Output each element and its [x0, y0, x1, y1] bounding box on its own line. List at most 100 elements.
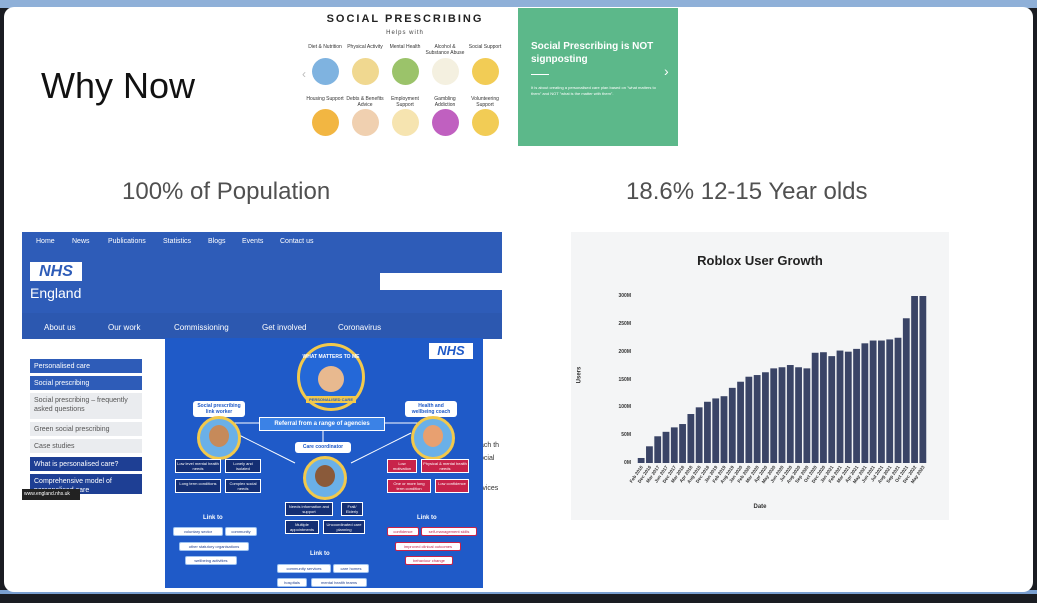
link-pill: other statutory organisations [179, 542, 249, 551]
nhs-top-nav-link[interactable]: Contact us [280, 238, 314, 245]
chart-bar [637, 457, 645, 463]
need-box: Low motivation [387, 459, 417, 473]
chart-bar [911, 296, 918, 463]
nhs-sidebar-link[interactable]: Personalised care [30, 359, 142, 373]
nhs-top-nav: Home News Publications Statistics Blogs Event… [22, 232, 502, 253]
y-tick-label: 250M [618, 320, 631, 327]
sp-item-label: Employment Support [391, 96, 419, 108]
nhs-top-nav-link[interactable]: Publications [108, 238, 146, 245]
sp-item: Gambling Addiction [424, 95, 466, 136]
sp-topic-icon [391, 109, 419, 136]
chart-bar [795, 367, 802, 463]
link-worker-header: Social prescribing link worker [193, 401, 245, 417]
need-box: Low level mental health needs [175, 459, 221, 473]
nhs-sidebar-link[interactable]: Case studies [30, 439, 142, 453]
link-to-label: Link to [203, 515, 223, 521]
nhs-sidebar-link[interactable]: Social prescribing – frequently asked qu… [30, 393, 142, 419]
slide-canvas: Why Now 100% of Population 18.6% 12-15 Y… [4, 7, 1033, 592]
y-tick-label: 50M [621, 432, 631, 439]
personalised-care-infographic: NHS WHAT MATTERS TO ME PERSONALISED CARE… [165, 338, 483, 588]
chart-bar [745, 376, 753, 463]
sp-title: SOCIAL PRESCRIBING [326, 13, 484, 25]
roblox-chart-card: Roblox User Growth Users Date 300M 250M 20… [571, 232, 949, 520]
sp-item: Volunteering Support [464, 95, 506, 136]
nhs-england-screenshot: Home News Publications Statistics Blogs Event… [22, 232, 502, 588]
nhs-top-nav-link[interactable]: Events [242, 238, 264, 245]
sp-topic-icon [351, 58, 379, 85]
link-pill: behaviour change [405, 556, 453, 565]
chart-bar [720, 396, 728, 463]
nhs-top-nav-link[interactable]: Home [36, 238, 55, 245]
need-box: Uncoordinated care planning [323, 520, 365, 534]
x-axis-label: Date [753, 504, 767, 510]
sp-topic-icon [431, 109, 459, 136]
referral-banner: Referral from a range of agencies [259, 417, 385, 431]
chart-bar [853, 348, 860, 463]
coordinator-face-icon [315, 465, 335, 487]
link-pill: improved clinical outcomes [395, 542, 461, 551]
need-box: Physical & mental health needs [421, 459, 469, 473]
sp-item: Social Support [464, 44, 506, 85]
link-to-label: Link to [417, 515, 437, 521]
chart-title: Roblox User Growth [697, 253, 823, 268]
nhs-main-nav-link[interactable]: Coronavirus [338, 323, 382, 332]
sp-item: Debts & Benefits Advice [344, 95, 386, 136]
y-tick-label: 300M [618, 293, 631, 299]
what-matters-circle: WHAT MATTERS TO ME PERSONALISED CARE [297, 343, 365, 411]
sp-item-label: Volunteering Support [471, 96, 499, 108]
what-matters-label: WHAT MATTERS TO ME [302, 354, 360, 360]
link-pill: hospitals [277, 578, 307, 587]
nhs-main-nav-link[interactable]: Get involved [262, 323, 307, 332]
nhs-logo[interactable]: NHS [30, 262, 82, 281]
text-fragment: ocial [480, 455, 495, 462]
chart-bar [811, 352, 819, 463]
sp-item: Housing Support [304, 95, 346, 136]
chart-bar [820, 352, 827, 463]
link-pill: community services [277, 564, 331, 573]
infographic-connectors [215, 422, 433, 464]
need-box: Lonely and isolated [225, 459, 261, 473]
link-worker-avatar [197, 416, 241, 460]
nhs-sidebar-link[interactable]: Green social prescribing [30, 422, 142, 436]
link-pill: voluntary sector [173, 527, 223, 536]
chart-bar [869, 340, 877, 463]
link-pill: care homes [333, 564, 369, 573]
sp-item-label: Social Support [468, 44, 502, 50]
y-tick-label: 150M [618, 376, 631, 383]
nhs-sidebar-link[interactable]: What is personalised care? [30, 457, 142, 471]
need-box: Low confidence [435, 479, 469, 493]
sp-item: Physical Activity [344, 44, 386, 85]
nhs-main-nav-link[interactable]: Commissioning [174, 323, 229, 332]
wellbeing-coach-header: Health and wellbeing coach [405, 401, 457, 417]
need-box: Multiple appointments [285, 520, 319, 534]
sp-item-label: Physical Activity [347, 44, 383, 50]
chart-bar [803, 368, 811, 463]
need-box: Needs information and support [285, 502, 333, 516]
sp-item-label: Housing Support [306, 96, 344, 102]
nhs-top-nav-link[interactable]: Statistics [163, 238, 192, 245]
chart-bar [679, 424, 686, 463]
sp-prev-arrow-icon[interactable]: ‹ [302, 67, 306, 81]
nhs-top-nav-link[interactable]: News [72, 238, 90, 245]
text-fragment: ach th [480, 442, 500, 449]
woman-face-icon [423, 425, 443, 447]
sp-item-label: Debts & Benefits Advice [346, 96, 384, 108]
sp-topic-icon [391, 58, 419, 85]
sp-topic-icon [431, 58, 459, 85]
chart-bar [670, 427, 678, 463]
nhs-main-nav-link[interactable]: About us [44, 323, 76, 332]
nhs-top-nav-link[interactable]: Blogs [208, 238, 226, 245]
window-bottom-strip [0, 590, 1037, 594]
green-card-body: It is about creating a personalised care… [531, 85, 656, 96]
link-pill: self-management skills [421, 527, 477, 536]
nhs-main-nav-link[interactable]: Our work [108, 323, 141, 332]
chart-bar [753, 375, 761, 463]
sp-topic-icon [311, 109, 339, 136]
chart-bar [861, 343, 869, 463]
chevron-right-icon[interactable]: › [664, 63, 669, 79]
url-badge: www.england.nhs.uk [22, 489, 80, 500]
nhs-sidebar-link[interactable]: Social prescribing [30, 376, 142, 390]
sp-topic-icon [351, 109, 379, 136]
y-tick-label: 0M [624, 460, 631, 466]
